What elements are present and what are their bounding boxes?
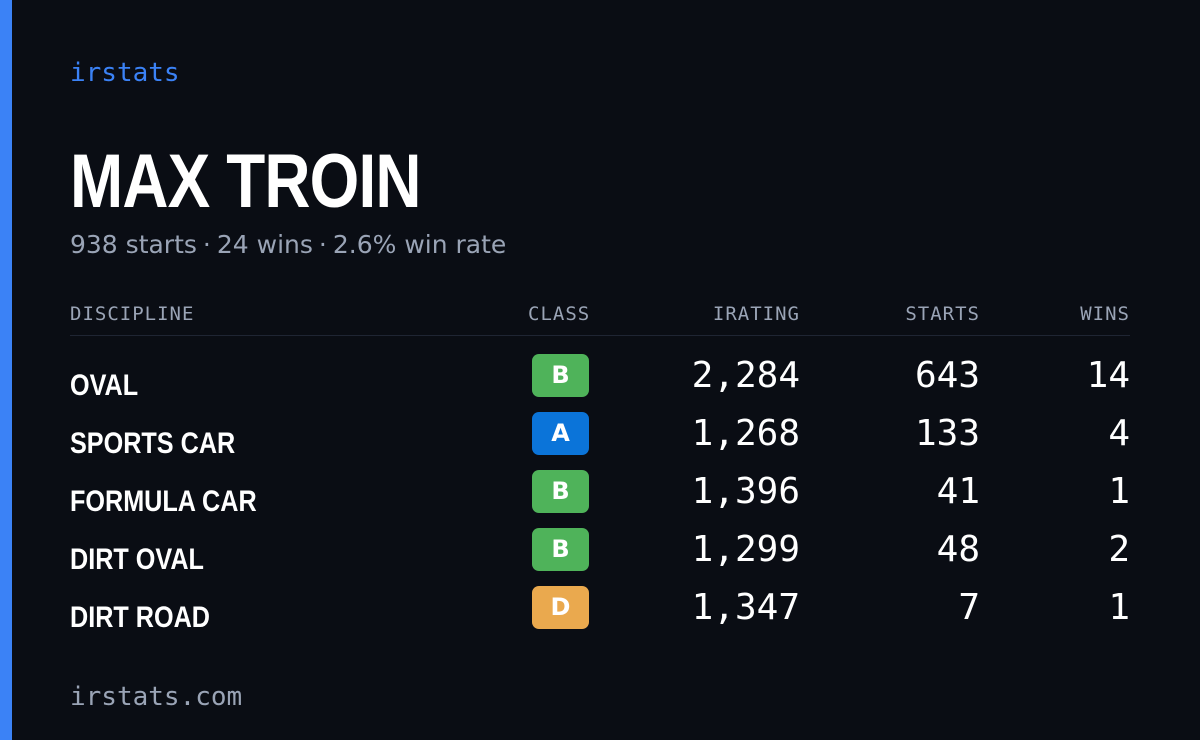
- table-row: DIRT ROAD D 1,347 7 1: [70, 586, 1130, 644]
- row-discipline: FORMULA CAR: [70, 485, 257, 518]
- class-badge: D: [532, 586, 589, 629]
- row-wins: 14: [1086, 355, 1130, 396]
- brand-logo-text: irstats: [70, 58, 180, 88]
- class-badge: A: [532, 412, 589, 455]
- row-discipline: DIRT ROAD: [70, 601, 210, 634]
- row-starts: 7: [958, 587, 980, 628]
- driver-summary: 938 starts · 24 wins · 2.6% win rate: [70, 228, 506, 262]
- summary-separator: ·: [318, 230, 327, 259]
- header-irating: IRATING: [712, 303, 800, 325]
- header-starts: STARTS: [905, 303, 980, 325]
- row-starts: 41: [936, 471, 980, 512]
- row-irating: 1,299: [691, 529, 800, 570]
- row-starts: 133: [914, 413, 980, 454]
- row-irating: 1,396: [691, 471, 800, 512]
- driver-name: MAX TROIN: [70, 139, 421, 224]
- row-wins: 1: [1108, 471, 1130, 512]
- row-starts: 643: [914, 355, 980, 396]
- table-row: OVAL B 2,284 643 14: [70, 354, 1130, 412]
- class-badge: B: [532, 528, 589, 571]
- footer-url: irstats.com: [70, 682, 243, 712]
- summary-wins: 24 wins: [216, 230, 313, 259]
- row-starts: 48: [936, 529, 980, 570]
- row-irating: 1,268: [691, 413, 800, 454]
- summary-separator: ·: [202, 230, 211, 259]
- header-discipline: DISCIPLINE: [70, 303, 195, 325]
- accent-bar: [0, 0, 12, 740]
- row-discipline: OVAL: [70, 369, 139, 402]
- row-wins: 1: [1108, 587, 1130, 628]
- discipline-stats-table: DISCIPLINE CLASS IRATING STARTS WINS OVA…: [70, 296, 1130, 634]
- row-wins: 4: [1108, 413, 1130, 454]
- row-irating: 2,284: [691, 355, 800, 396]
- table-header: DISCIPLINE CLASS IRATING STARTS WINS: [70, 296, 1130, 336]
- class-badge: B: [532, 470, 589, 513]
- summary-starts: 938 starts: [70, 230, 197, 259]
- header-wins: WINS: [1080, 303, 1130, 325]
- summary-win-rate: 2.6% win rate: [332, 230, 507, 259]
- row-discipline: SPORTS CAR: [70, 427, 236, 460]
- table-row: DIRT OVAL B 1,299 48 2: [70, 528, 1130, 586]
- class-badge: B: [532, 354, 589, 397]
- row-discipline: DIRT OVAL: [70, 543, 204, 576]
- table-row: FORMULA CAR B 1,396 41 1: [70, 470, 1130, 528]
- header-class: CLASS: [528, 303, 591, 325]
- row-irating: 1,347: [691, 587, 800, 628]
- row-wins: 2: [1108, 529, 1130, 570]
- table-row: SPORTS CAR A 1,268 133 4: [70, 412, 1130, 470]
